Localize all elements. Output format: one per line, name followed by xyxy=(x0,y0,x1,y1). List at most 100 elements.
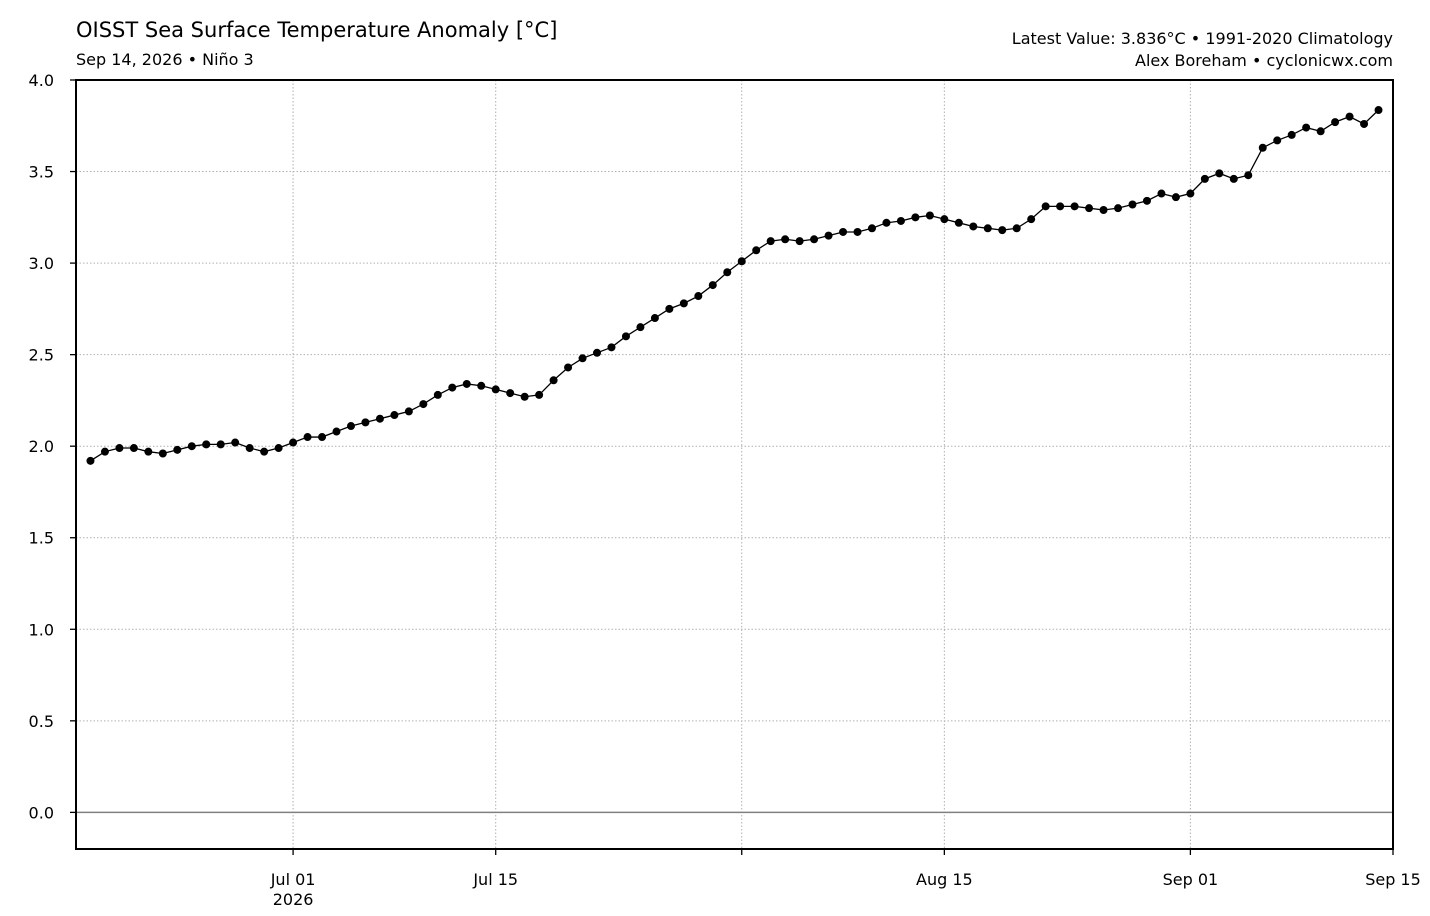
data-point xyxy=(983,224,992,233)
data-point xyxy=(1157,189,1166,198)
data-point xyxy=(896,216,905,225)
data-point xyxy=(723,268,732,277)
data-point xyxy=(1099,206,1108,214)
data-point xyxy=(867,224,876,233)
data-point xyxy=(781,235,790,244)
data-point xyxy=(1056,202,1065,211)
data-point xyxy=(940,215,949,224)
data-point xyxy=(187,442,196,451)
data-point xyxy=(564,363,573,372)
data-point xyxy=(448,383,457,392)
data-point xyxy=(506,389,515,398)
y-tick-label: 1.0 xyxy=(29,620,54,639)
chart-subtitle: Sep 14, 2026 • Niño 3 xyxy=(76,50,254,69)
data-point xyxy=(361,418,370,427)
data-point xyxy=(144,447,153,456)
data-point xyxy=(607,343,616,352)
y-tick-label: 3.5 xyxy=(29,163,54,182)
data-point xyxy=(925,211,934,220)
data-point xyxy=(1374,106,1383,115)
data-point xyxy=(462,379,471,388)
data-point xyxy=(274,444,283,453)
latest-value-text: Latest Value: 3.836°C • 1991-2020 Climat… xyxy=(1011,29,1393,48)
data-point xyxy=(1142,196,1151,205)
data-point xyxy=(1273,136,1282,145)
chart-title: OISST Sea Surface Temperature Anomaly [°… xyxy=(76,18,558,42)
data-point xyxy=(158,449,167,458)
y-axis: 0.0 0.5 1.0 1.5 2.0 2.5 3.0 3.5 4.0 xyxy=(29,71,76,822)
data-point xyxy=(129,444,138,453)
data-point xyxy=(752,246,761,255)
x-tick-label: Sep 15 xyxy=(1365,870,1421,889)
data-point xyxy=(954,218,963,227)
data-point xyxy=(535,390,544,399)
data-point xyxy=(433,390,442,399)
data-point xyxy=(795,237,804,246)
x-tick-label: Jul 15 xyxy=(472,870,518,889)
data-point xyxy=(737,257,746,266)
data-point xyxy=(1027,215,1036,224)
data-point xyxy=(766,237,775,246)
data-point xyxy=(1287,130,1296,139)
y-tick-label: 0.5 xyxy=(29,712,54,731)
data-point xyxy=(650,314,659,323)
data-point xyxy=(303,433,312,442)
grid-lines xyxy=(76,79,1394,849)
data-point xyxy=(1316,127,1325,136)
data-point xyxy=(593,348,602,357)
data-point xyxy=(491,385,500,394)
data-point xyxy=(810,235,819,244)
credit-text: Alex Boreham • cyclonicwx.com xyxy=(1135,51,1393,70)
x-tick-label: Jul 01 xyxy=(270,870,316,889)
data-point xyxy=(390,411,399,420)
data-point xyxy=(375,414,384,423)
data-point xyxy=(346,422,355,431)
data-point xyxy=(1012,224,1021,233)
data-point xyxy=(882,218,891,227)
data-point xyxy=(86,456,95,465)
data-point xyxy=(824,231,833,240)
data-point xyxy=(318,433,327,442)
data-point xyxy=(1244,171,1253,180)
data-point xyxy=(1070,202,1079,211)
data-point xyxy=(911,213,920,222)
series-line xyxy=(90,109,1379,462)
data-point xyxy=(998,226,1007,235)
data-point xyxy=(216,440,225,449)
data-point xyxy=(1041,202,1050,211)
data-point xyxy=(245,444,254,453)
data-point xyxy=(332,427,341,436)
data-point xyxy=(1345,112,1354,121)
data-point xyxy=(202,440,211,449)
data-point xyxy=(1171,193,1180,202)
plot-frame xyxy=(75,79,1394,850)
data-point xyxy=(404,407,413,416)
data-point xyxy=(621,332,630,341)
data-point xyxy=(1360,119,1369,128)
data-point xyxy=(1229,174,1238,183)
data-point xyxy=(1186,189,1195,198)
x-tick-label: Aug 15 xyxy=(916,870,973,889)
data-point xyxy=(1302,123,1311,132)
data-point xyxy=(578,354,587,363)
y-tick-label: 2.5 xyxy=(29,346,54,365)
data-point xyxy=(477,381,486,390)
data-point xyxy=(173,445,182,454)
data-point xyxy=(289,438,298,447)
data-point xyxy=(100,447,109,456)
y-tick-label: 1.5 xyxy=(29,529,54,548)
data-point xyxy=(1331,118,1340,127)
data-point xyxy=(969,222,978,231)
data-point xyxy=(694,292,703,301)
data-point xyxy=(231,438,240,447)
data-point xyxy=(520,392,529,401)
y-tick-label: 3.0 xyxy=(29,254,54,273)
data-point xyxy=(679,299,688,308)
data-point xyxy=(549,376,558,385)
data-point xyxy=(1085,204,1094,213)
x-tick-label: Sep 01 xyxy=(1163,870,1219,889)
data-point xyxy=(1215,169,1224,178)
data-point xyxy=(1128,200,1137,209)
